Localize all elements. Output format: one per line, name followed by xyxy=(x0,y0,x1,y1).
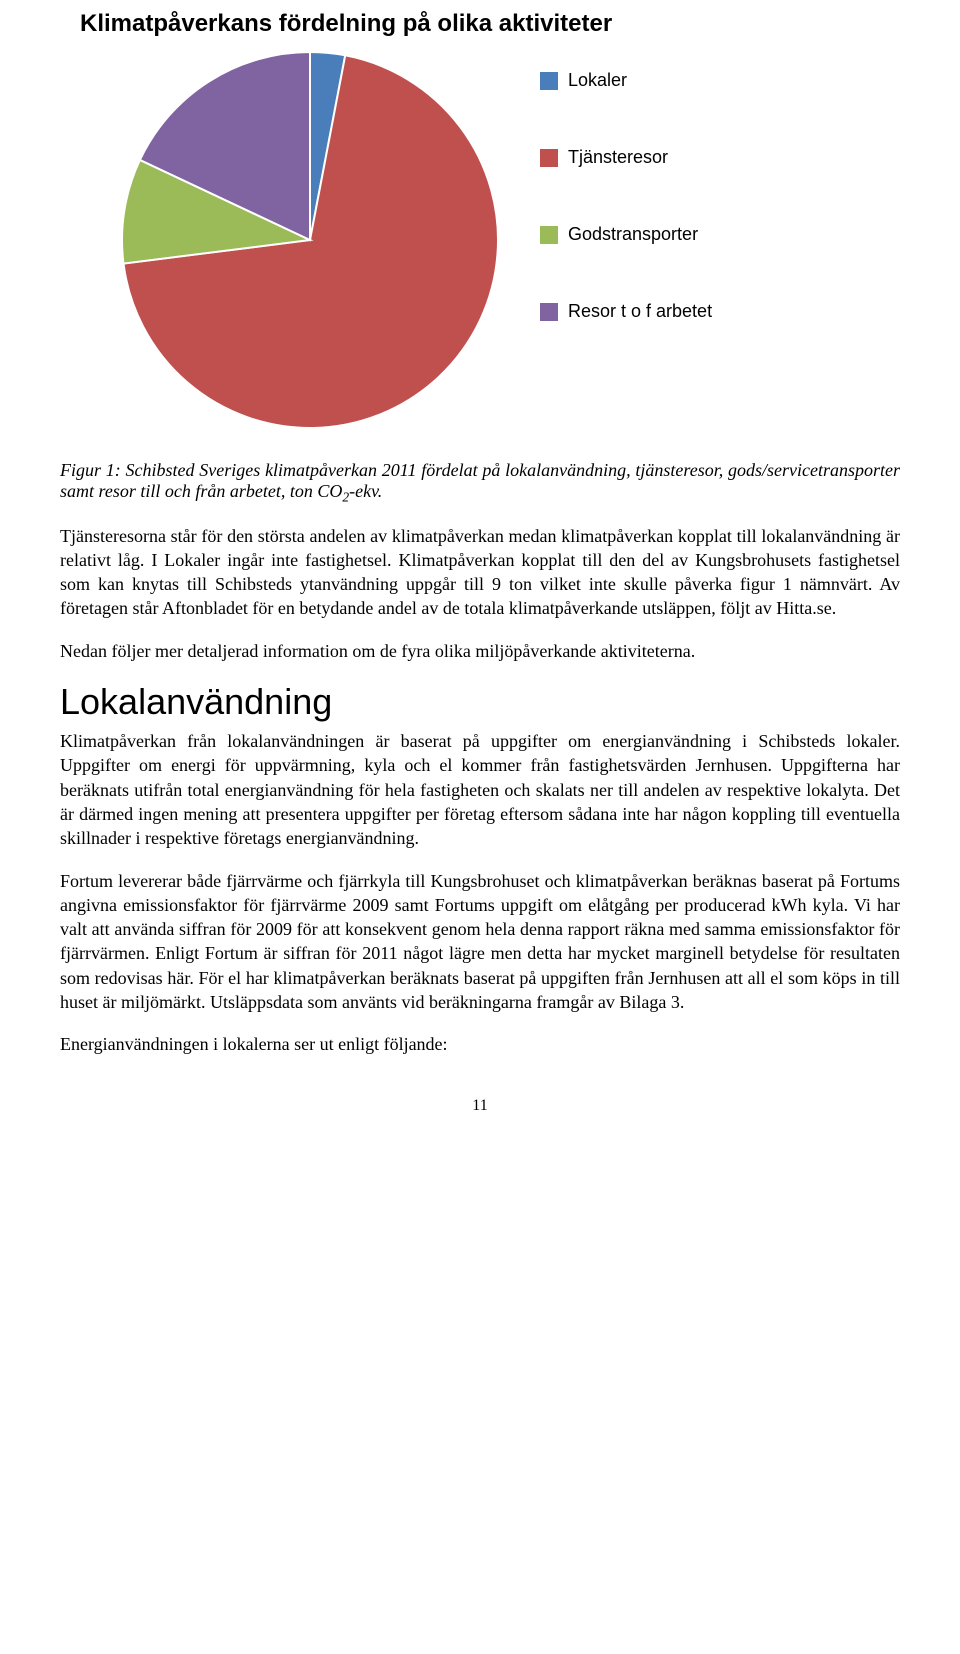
legend-item: Resor t o f arbetet xyxy=(540,301,712,322)
paragraph: Fortum levererar både fjärrvärme och fjä… xyxy=(60,869,900,1015)
legend-label: Tjänsteresor xyxy=(568,147,668,168)
legend-swatch xyxy=(540,303,558,321)
chart-legend: Lokaler Tjänsteresor Godstransporter Resor … xyxy=(540,50,712,322)
paragraph: Nedan följer mer detaljerad information … xyxy=(60,639,900,663)
document-page: Klimatpåverkans fördelning på olika akti… xyxy=(0,0,960,1155)
paragraph: Klimatpåverkan från lokalanvändningen är… xyxy=(60,729,900,850)
caption-suffix: -ekv. xyxy=(349,481,382,501)
legend-item: Godstransporter xyxy=(540,224,712,245)
chart-title: Klimatpåverkans fördelning på olika akti… xyxy=(80,10,900,38)
figure-caption: Figur 1: Schibsted Sveriges klimatpåverk… xyxy=(60,460,900,506)
chart-body: Lokaler Tjänsteresor Godstransporter Resor … xyxy=(60,50,900,430)
pie-chart xyxy=(120,50,500,430)
paragraph: Energianvändningen i lokalerna ser ut en… xyxy=(60,1032,900,1056)
legend-swatch xyxy=(540,226,558,244)
legend-label: Godstransporter xyxy=(568,224,698,245)
legend-label: Lokaler xyxy=(568,70,627,91)
legend-swatch xyxy=(540,72,558,90)
legend-item: Tjänsteresor xyxy=(540,147,712,168)
legend-label: Resor t o f arbetet xyxy=(568,301,712,322)
page-number: 11 xyxy=(60,1097,900,1115)
legend-swatch xyxy=(540,149,558,167)
legend-item: Lokaler xyxy=(540,70,712,91)
caption-prefix: Figur 1: Schibsted Sveriges klimatpåverk… xyxy=(60,460,900,501)
paragraph: Tjänsteresorna står för den största ande… xyxy=(60,524,900,621)
chart-section: Klimatpåverkans fördelning på olika akti… xyxy=(60,0,900,460)
section-heading: Lokalanvändning xyxy=(60,681,900,723)
